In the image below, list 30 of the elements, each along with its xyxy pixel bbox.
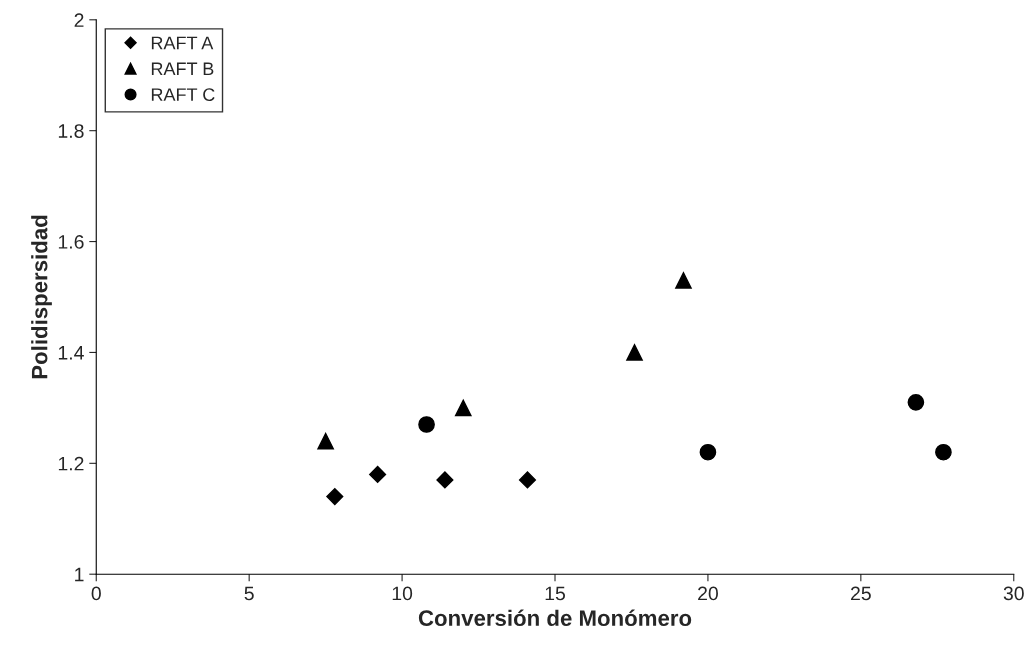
x-tick-label: 10	[392, 586, 413, 601]
x-axis-title: Conversión de Monómero	[418, 609, 692, 627]
y-tick-label: 1.2	[58, 456, 84, 471]
y-tick-label: 1	[75, 567, 84, 582]
point	[326, 488, 344, 506]
x-tick-label: 20	[698, 586, 718, 601]
point	[907, 394, 925, 411]
point	[518, 471, 537, 489]
legend-label: RAFT A	[151, 36, 214, 50]
point	[436, 471, 454, 489]
legend-label: RAFT B	[151, 62, 214, 75]
y-tick-label: 2	[74, 13, 84, 27]
x-tick-label: 25	[851, 586, 871, 601]
point	[369, 465, 387, 483]
x-tick-label: 0	[91, 586, 101, 601]
point	[675, 272, 692, 289]
y-tick-label: 1.4	[58, 346, 84, 360]
y-axis-title: Polidispersidad	[31, 215, 52, 379]
x-tick-label: 30	[1003, 586, 1024, 601]
y-tick-label: 1.6	[58, 235, 84, 249]
y-tick-label: 1.8	[58, 124, 84, 138]
x-tick-label: 15	[545, 586, 566, 601]
point	[626, 344, 643, 361]
point	[418, 416, 435, 433]
point	[935, 443, 952, 461]
point	[699, 443, 717, 461]
legend-label: RAFT C	[151, 88, 215, 102]
x-tick-label: 5	[244, 586, 254, 601]
point	[454, 399, 472, 417]
point	[317, 432, 334, 450]
